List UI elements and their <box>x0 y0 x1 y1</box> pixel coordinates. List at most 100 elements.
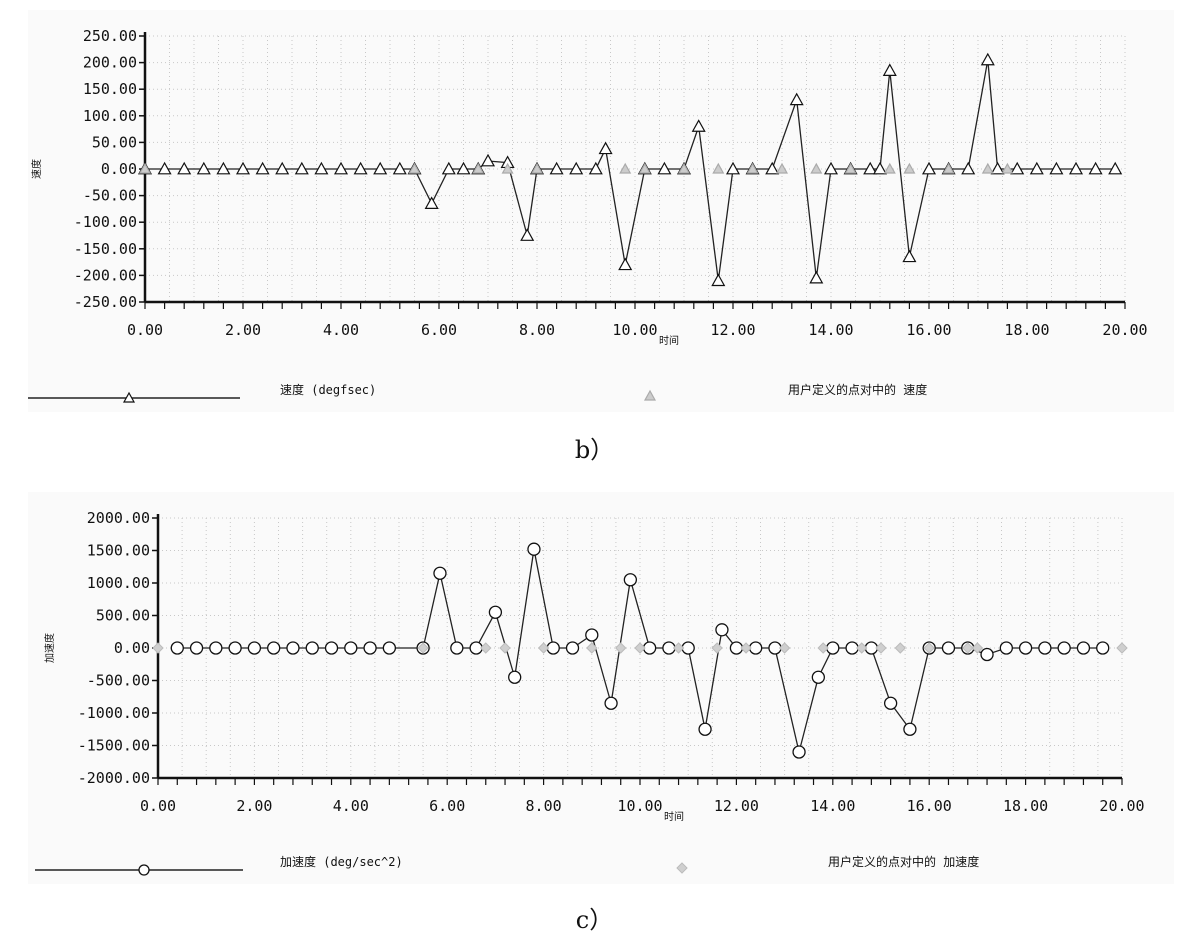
data-point <box>1010 161 1025 175</box>
data-point <box>598 141 613 155</box>
x-tick-label: 0.00 <box>140 797 176 815</box>
data-point <box>456 161 471 175</box>
x-tick-label: 12.00 <box>710 321 755 339</box>
data-point <box>294 161 309 175</box>
data-point <box>778 642 791 654</box>
y-tick-label: -1500.00 <box>78 737 150 755</box>
data-point <box>527 542 541 556</box>
data-point <box>286 641 300 655</box>
data-point <box>902 249 917 263</box>
data-point <box>962 642 974 654</box>
legend-label: 用户定义的点对中的 速度 <box>788 382 927 397</box>
legend-label: 速度 (degfsec) <box>280 382 376 397</box>
data-point <box>1096 641 1110 655</box>
data-point <box>691 119 706 132</box>
data-point <box>923 642 935 654</box>
data-point <box>1076 641 1091 655</box>
data-point <box>809 270 824 284</box>
data-point <box>619 162 632 174</box>
data-point <box>1116 642 1128 654</box>
data-point <box>333 161 349 175</box>
data-point <box>615 642 627 654</box>
x-tick-label: 6.00 <box>429 797 465 815</box>
data-point <box>882 63 897 76</box>
data-point <box>305 641 319 655</box>
data-point <box>698 722 712 736</box>
data-point <box>942 162 955 174</box>
series-0 <box>170 542 1110 759</box>
data-point <box>450 641 464 655</box>
data-point <box>715 623 729 637</box>
data-point <box>196 161 211 175</box>
x-tick-label: 4.00 <box>333 797 369 815</box>
legend-marker <box>122 391 136 403</box>
legend-marker <box>676 862 688 874</box>
x-tick-label: 20.00 <box>1102 321 1147 339</box>
data-point <box>894 642 906 654</box>
y-tick-label: 2000.00 <box>87 509 150 527</box>
data-point <box>789 92 804 106</box>
x-tick-label: 0.00 <box>127 321 163 339</box>
data-point <box>152 642 164 654</box>
data-point <box>672 642 685 654</box>
data-point <box>638 162 651 174</box>
y-tick-label: 1000.00 <box>87 574 150 592</box>
x-tick-label: 16.00 <box>907 797 952 815</box>
data-point <box>810 162 823 174</box>
y-tick-label: -200.00 <box>74 266 137 284</box>
grid <box>158 517 1123 778</box>
data-point <box>980 52 995 66</box>
y-axis-label: 加速度 <box>43 633 56 663</box>
y-tick-label: 250.00 <box>83 27 137 45</box>
data-point <box>565 641 580 655</box>
y-tick-label: 100.00 <box>83 107 137 125</box>
data-point <box>255 161 270 175</box>
data-point <box>634 642 646 654</box>
acceleration-chart-panel: 2000.00 1500.00 1000.00 500.00 0.00 -500.00 -1… <box>28 492 1174 884</box>
data-point <box>480 153 496 167</box>
data-point <box>711 273 726 287</box>
data-point <box>903 722 917 736</box>
y-tick-label: 0.00 <box>114 639 150 657</box>
data-point <box>267 641 281 655</box>
data-point <box>177 161 192 175</box>
data-point <box>746 162 759 174</box>
velocity-chart-panel: 250.00 200.00 150.00 100.00 50.00 0.00 -50.00 -… <box>28 10 1174 412</box>
data-point <box>373 161 388 175</box>
data-point <box>1038 641 1052 655</box>
data-point <box>488 605 503 619</box>
data-point <box>775 162 789 174</box>
data-point <box>138 162 152 174</box>
legend-marker <box>138 864 150 876</box>
data-point <box>863 161 878 175</box>
data-point <box>170 641 184 655</box>
legend: 加速度 (deg/sec^2) 用户定义的点对中的 加速度 <box>35 854 979 876</box>
y-tick-label: -500.00 <box>87 672 150 690</box>
data-point <box>569 161 584 175</box>
legend-label: 加速度 (deg/sec^2) <box>280 854 403 869</box>
data-point <box>530 162 544 174</box>
data-point <box>903 162 916 174</box>
data-point <box>817 642 829 654</box>
data-point <box>811 670 825 684</box>
series-1 <box>152 642 1128 654</box>
data-point <box>363 641 377 655</box>
data-point <box>392 161 407 175</box>
x-tick-label: 14.00 <box>810 797 855 815</box>
data-point <box>872 161 888 175</box>
velocity-chart: 250.00 200.00 150.00 100.00 50.00 0.00 -50.00 -… <box>28 27 1148 403</box>
data-point <box>712 162 725 174</box>
data-point <box>883 162 896 174</box>
data-point <box>921 161 937 175</box>
data-point <box>1049 161 1064 175</box>
data-point <box>588 161 603 175</box>
data-point <box>408 162 421 174</box>
series-1 <box>138 162 1014 174</box>
legend-label: 用户定义的点对中的 加速度 <box>828 854 979 869</box>
data-point <box>1029 161 1044 175</box>
x-tick-label: 8.00 <box>526 797 562 815</box>
x-tick-label: 2.00 <box>225 321 261 339</box>
data-point <box>1108 161 1123 175</box>
y-tick-label: -150.00 <box>74 240 137 258</box>
data-point <box>501 162 514 174</box>
